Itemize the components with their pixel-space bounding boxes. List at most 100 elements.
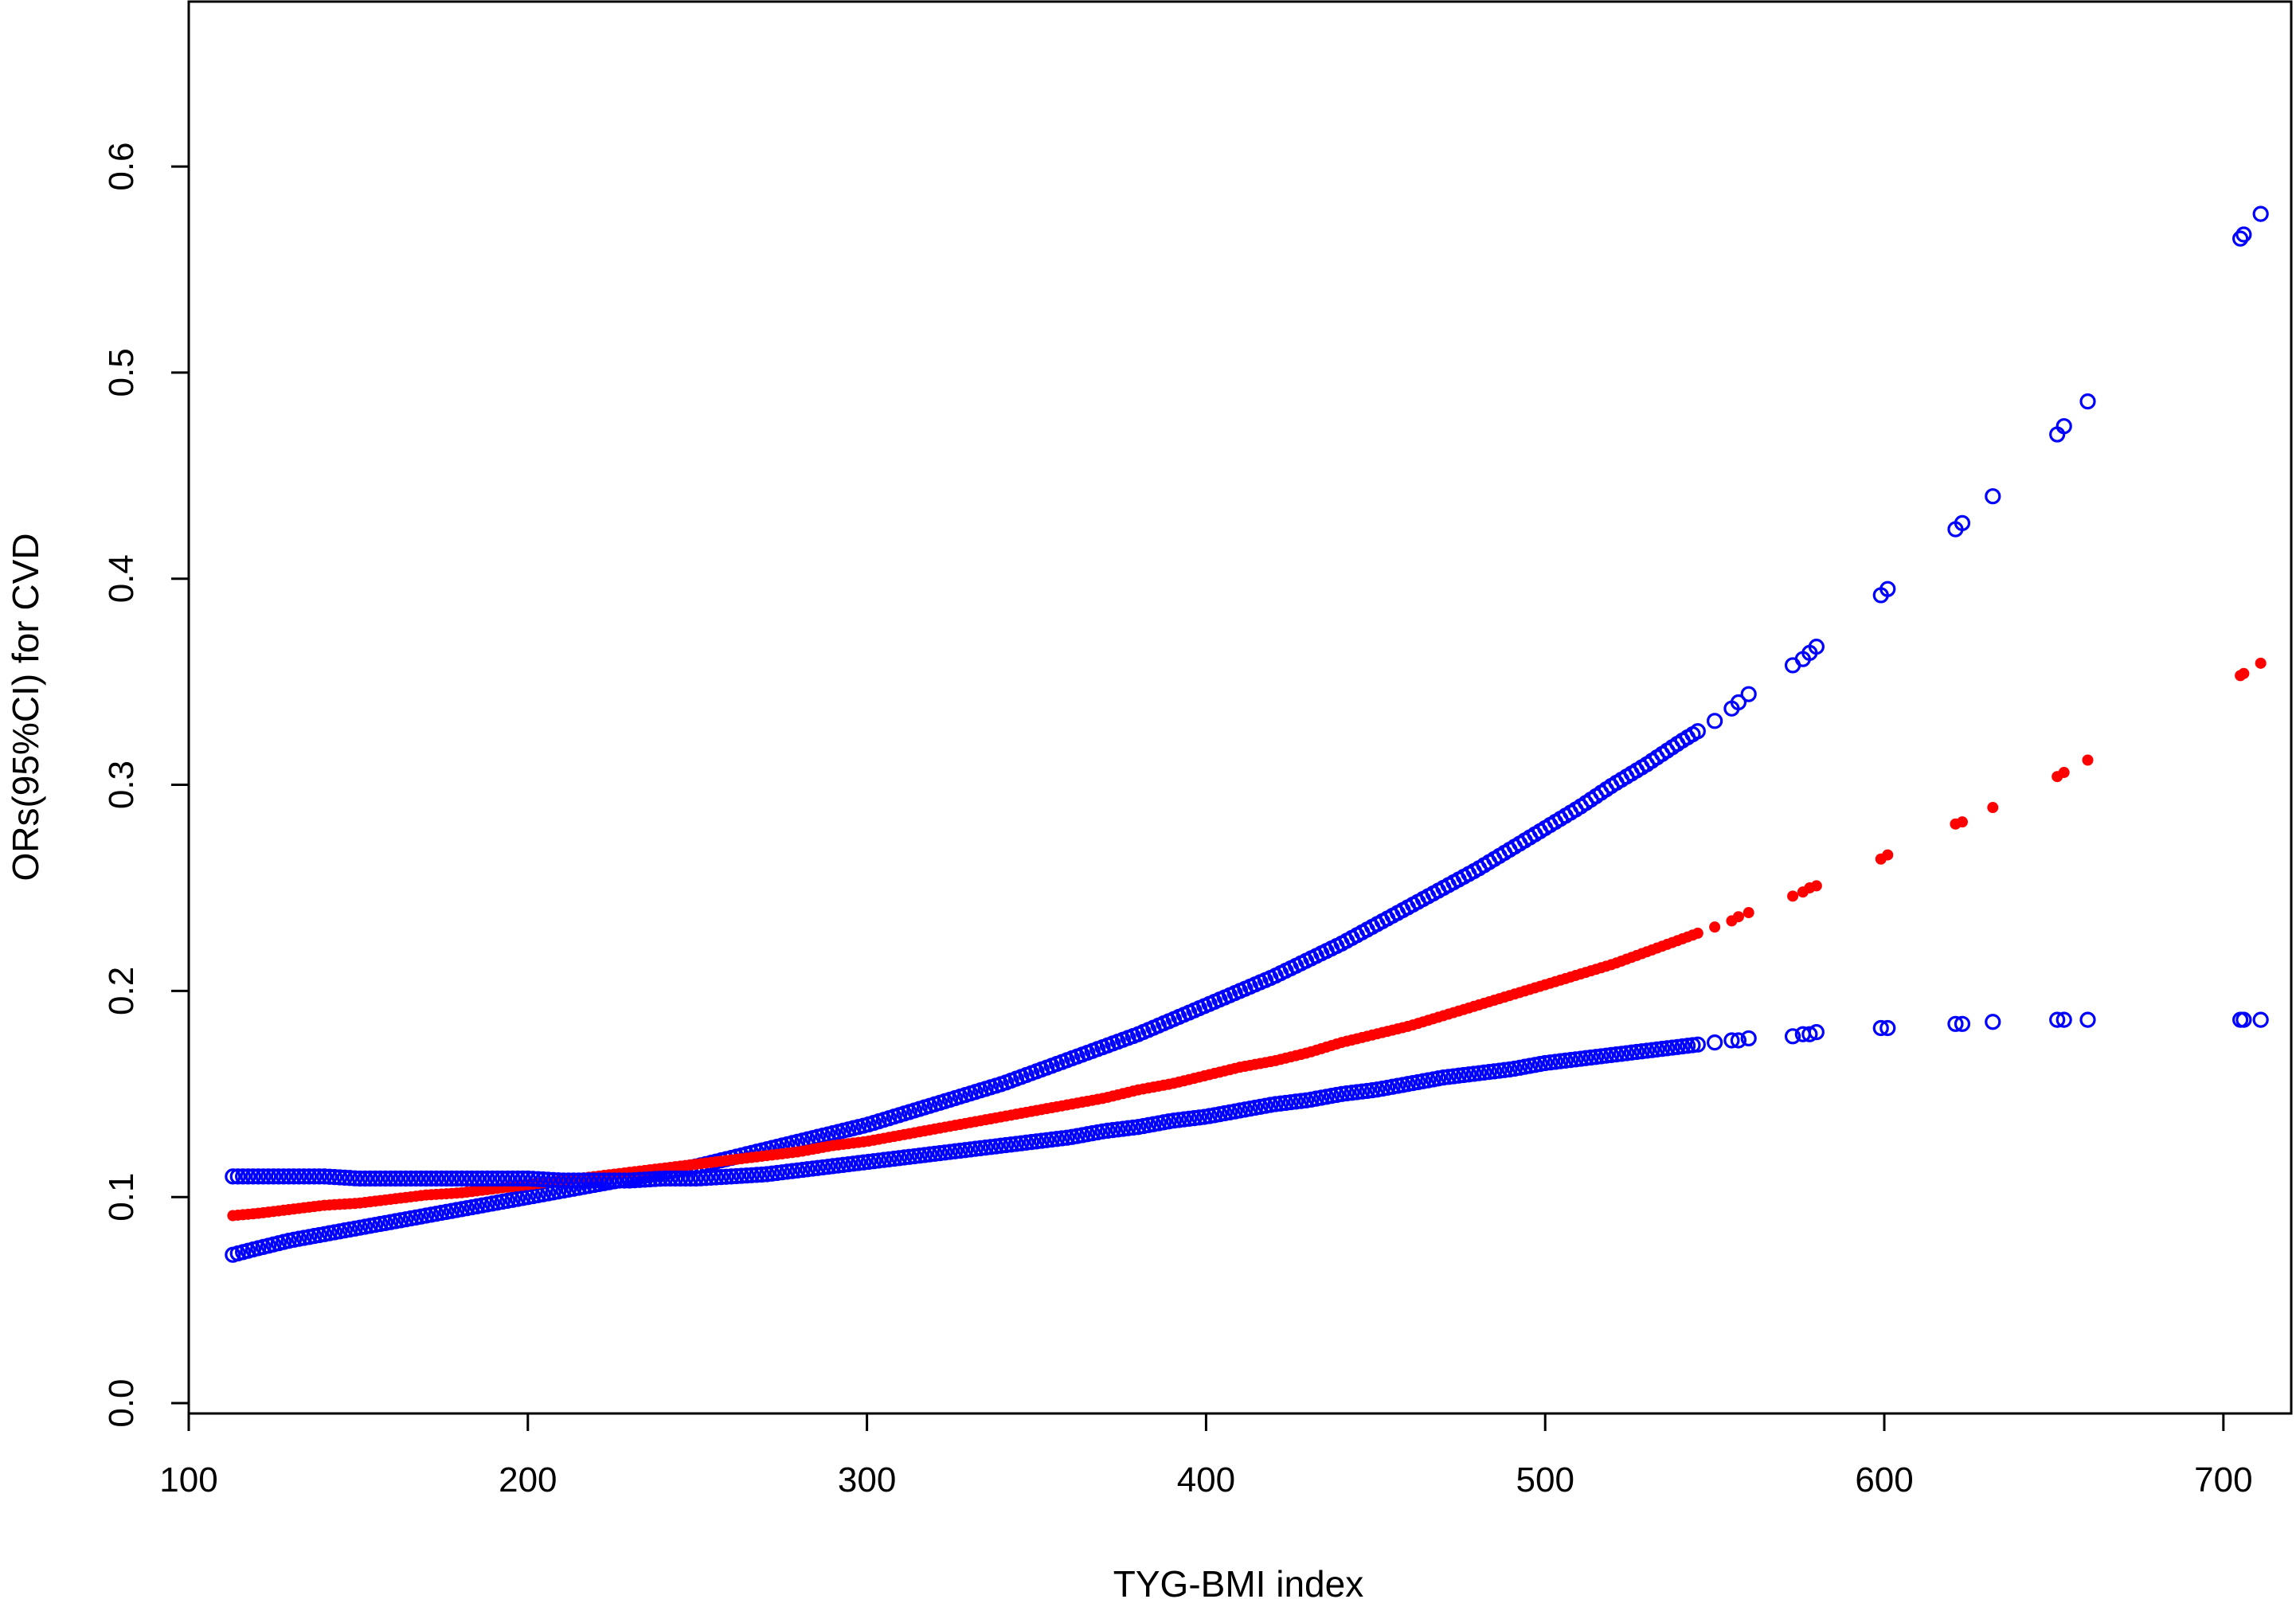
data-point (1810, 880, 1822, 892)
data-point (397, 1170, 414, 1187)
data-point (2049, 1011, 2066, 1028)
data-point (367, 1170, 384, 1187)
data-point (692, 1170, 710, 1187)
data-point (423, 1170, 440, 1187)
data-point (1740, 686, 1757, 702)
data-point (1801, 1026, 1818, 1042)
data-point (657, 1170, 674, 1187)
data-point (550, 1172, 567, 1189)
data-point (240, 1168, 256, 1185)
data-point (733, 1167, 750, 1184)
data-point (1872, 1019, 1889, 1037)
data-point (616, 1172, 633, 1189)
data-point (738, 1167, 755, 1184)
x-tick-label: 400 (1177, 1460, 1235, 1499)
data-point (626, 1172, 643, 1189)
data-point (683, 1170, 699, 1187)
data-point (1879, 1019, 1896, 1037)
data-point (560, 1172, 577, 1189)
data-point (1730, 694, 1747, 711)
data-point (265, 1168, 282, 1185)
data-point (280, 1168, 297, 1185)
data-point (351, 1170, 369, 1187)
data-point (1732, 911, 1744, 923)
data-point (483, 1170, 501, 1187)
data-point (244, 1168, 262, 1185)
data-point (1730, 1032, 1747, 1049)
data-point (687, 1170, 704, 1187)
data-point (494, 1170, 510, 1187)
data-point (540, 1171, 557, 1188)
data-point (321, 1168, 338, 1185)
data-point (402, 1170, 420, 1187)
data-point (346, 1170, 363, 1187)
data-point (530, 1171, 546, 1187)
data-point (2252, 205, 2269, 222)
data-point (504, 1170, 521, 1187)
y-axis-label: ORs(95%CI) for CVD (5, 533, 46, 881)
data-point (448, 1170, 465, 1187)
data-point (555, 1172, 572, 1189)
data-point (235, 1168, 252, 1185)
data-point (514, 1170, 531, 1187)
data-point (575, 1172, 593, 1189)
data-point (474, 1170, 491, 1187)
data-point (1723, 1032, 1740, 1049)
data-point (611, 1172, 628, 1189)
data-point (301, 1168, 318, 1185)
data-point (276, 1168, 292, 1185)
data-point (285, 1168, 303, 1185)
data-point (2255, 657, 2267, 669)
data-point (408, 1170, 424, 1187)
data-point (250, 1168, 267, 1185)
data-point (1954, 1015, 1971, 1032)
data-point (260, 1168, 277, 1185)
data-point (636, 1171, 653, 1188)
data-point (459, 1170, 475, 1187)
data-point (1808, 1024, 1825, 1041)
data-point (326, 1169, 343, 1186)
data-point (225, 1168, 241, 1185)
data-point (393, 1170, 409, 1187)
data-point (1740, 1030, 1757, 1047)
data-point (468, 1170, 486, 1187)
data-point (591, 1172, 608, 1189)
x-tick-label: 500 (1516, 1460, 1574, 1499)
y-tick-label: 0.6 (102, 142, 141, 190)
data-point (1689, 1036, 1706, 1053)
data-point (387, 1170, 404, 1187)
data-point (2055, 1011, 2072, 1028)
data-point (596, 1172, 612, 1189)
data-point (534, 1171, 552, 1188)
data-point (718, 1168, 735, 1185)
data-point (443, 1170, 460, 1187)
data-point (413, 1170, 429, 1187)
data-point (2235, 1011, 2252, 1028)
data-point (291, 1168, 307, 1185)
data-point (641, 1171, 659, 1188)
data-point (621, 1172, 638, 1189)
x-tick-label: 600 (1855, 1460, 1913, 1499)
data-point (570, 1172, 587, 1189)
y-tick-label: 0.0 (102, 1378, 141, 1427)
data-point (316, 1168, 333, 1185)
series-lower-ci (225, 1011, 2269, 1189)
data-point (713, 1169, 729, 1186)
data-point (372, 1170, 389, 1187)
y-tick-label: 0.4 (102, 554, 141, 603)
data-point (479, 1170, 495, 1187)
x-tick-label: 700 (2194, 1460, 2252, 1499)
data-point (311, 1168, 328, 1185)
data-point (743, 1167, 760, 1183)
data-point (1707, 1034, 1723, 1051)
data-point (362, 1170, 378, 1187)
data-point (1787, 890, 1799, 902)
data-point (677, 1170, 694, 1187)
data-point (1987, 802, 1999, 814)
data-point (1954, 514, 1971, 531)
data-point (2238, 667, 2250, 679)
data-point (229, 1168, 246, 1185)
data-point (753, 1166, 770, 1183)
data-point (2252, 1011, 2269, 1028)
